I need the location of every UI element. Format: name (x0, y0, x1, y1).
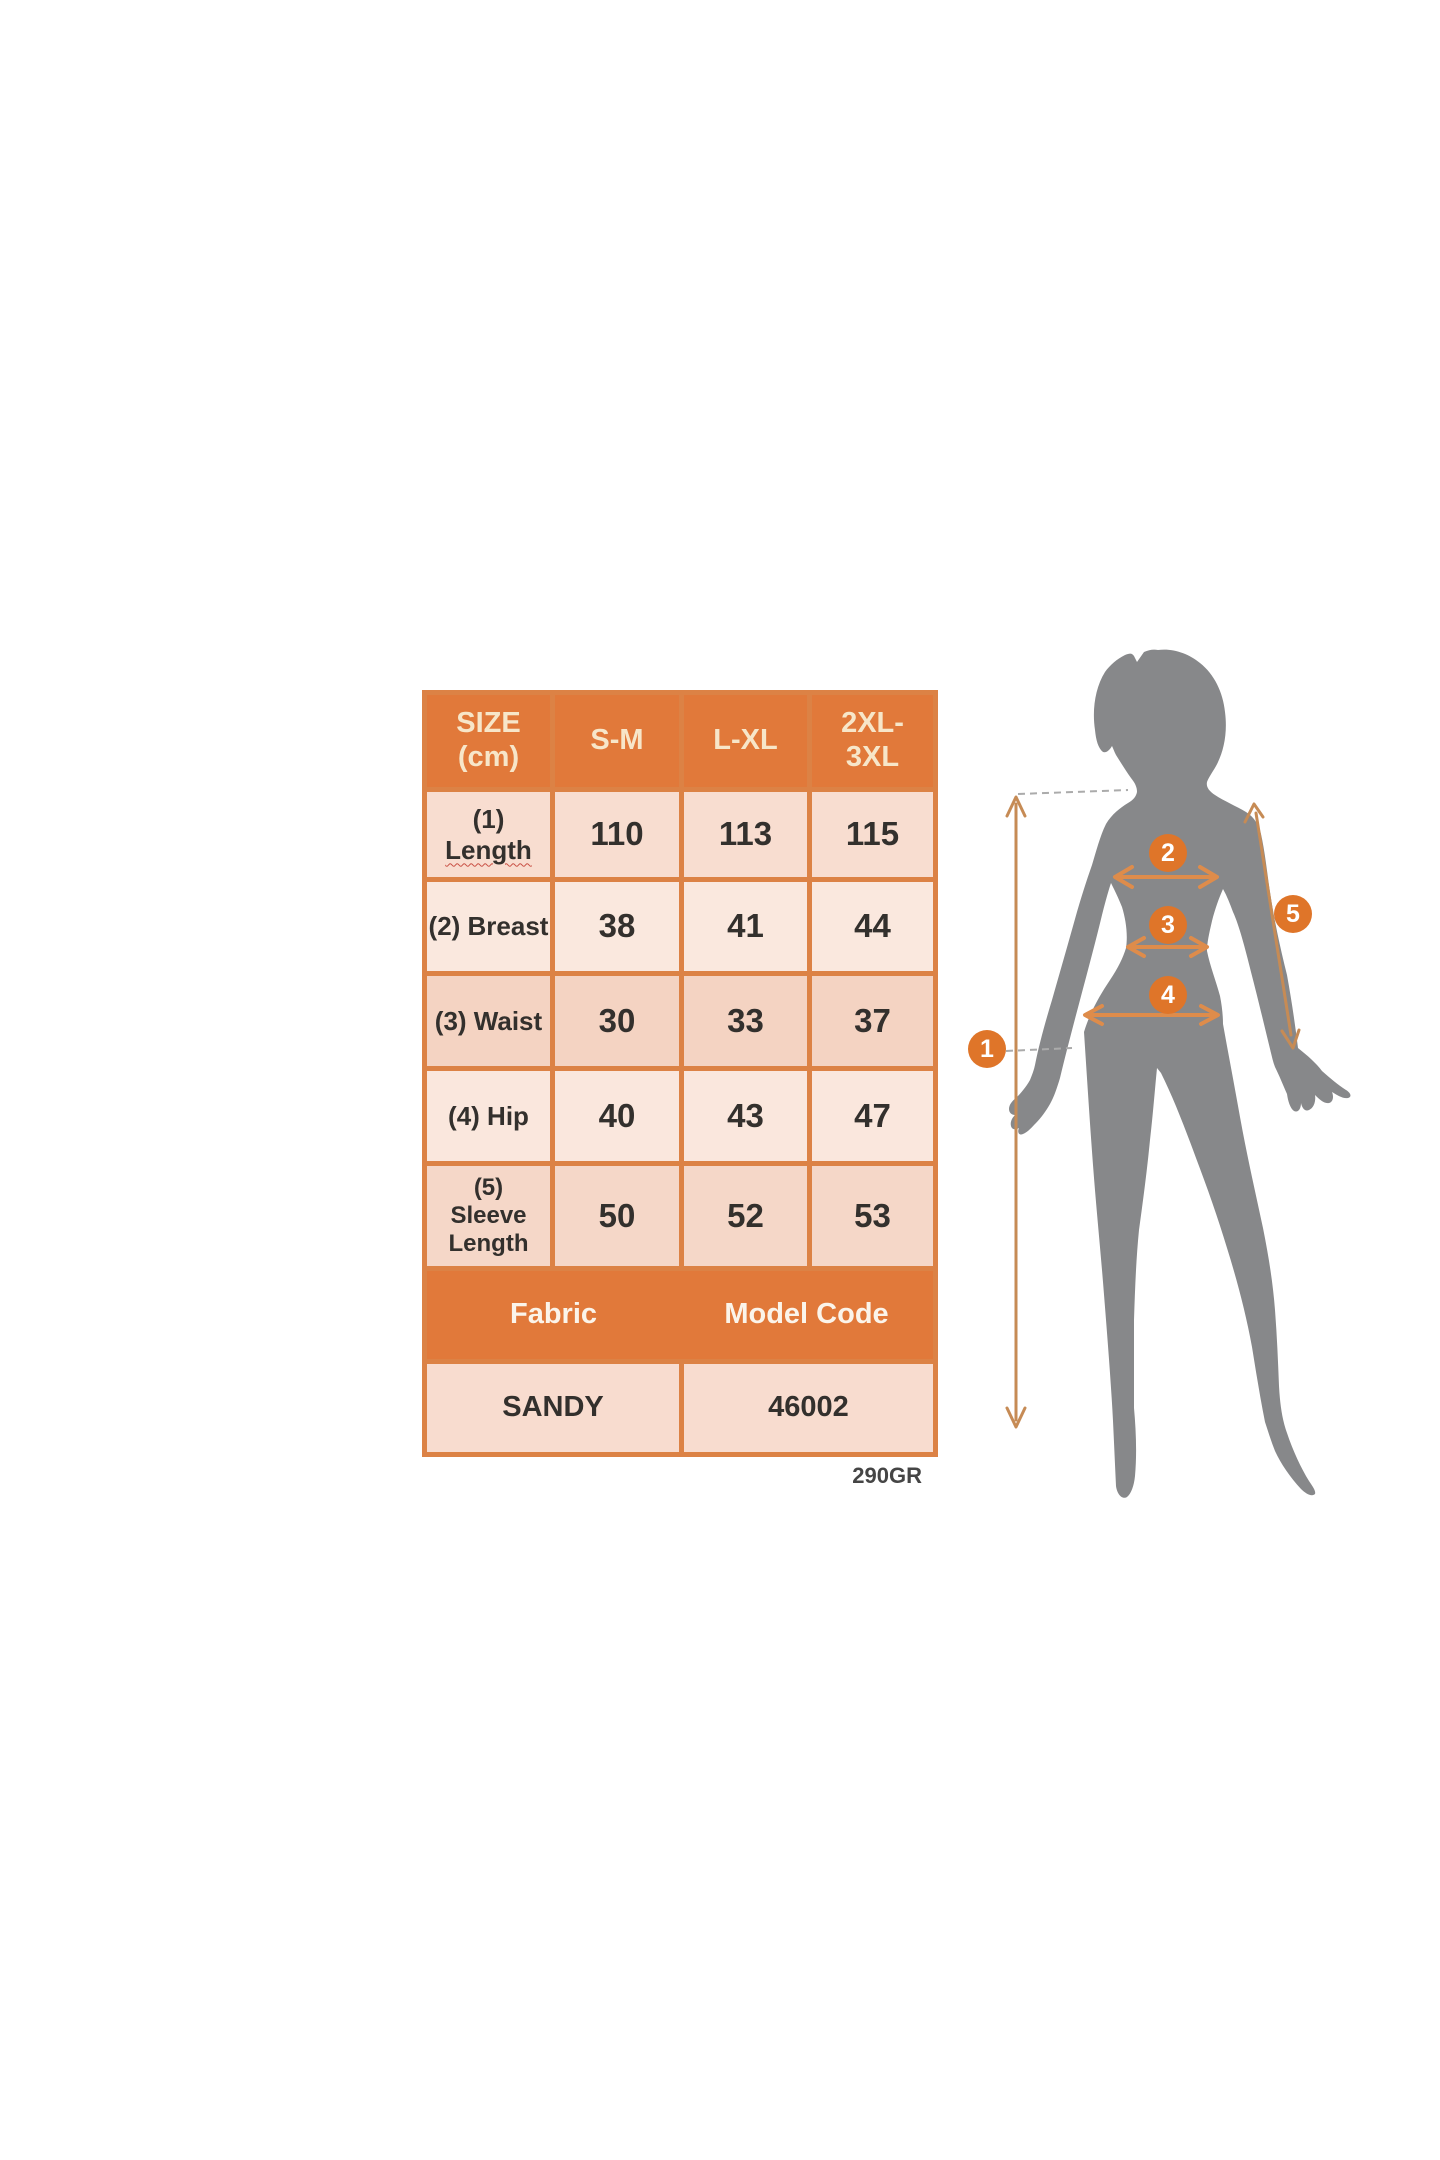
value-sleeve-2xl-3xl: 53 (812, 1166, 933, 1266)
shoulder-dashed-line (1017, 789, 1129, 795)
model-code-header-label: Model Code (724, 1298, 889, 1331)
header-cell-l-xl: L-XL (684, 695, 807, 787)
body-silhouette-icon (1009, 649, 1351, 1498)
waist-arrow (1126, 936, 1209, 958)
fabric-modelcode-header: Fabric Model Code (427, 1271, 933, 1359)
measurement-badge-1: 1 (968, 1030, 1006, 1068)
value-hip-2xl-3xl: 47 (812, 1071, 933, 1161)
header-cell-s-m: S-M (555, 695, 679, 787)
row-label-length-number: (1) (472, 804, 505, 835)
value-waist-s-m: 30 (555, 976, 679, 1066)
value-sleeve-s-m: 50 (555, 1166, 679, 1266)
value-sleeve-l-xl: 52 (684, 1166, 807, 1266)
weight-note: 290GR (852, 1463, 922, 1488)
value-waist-2xl-3xl: 37 (812, 976, 933, 1066)
fabric-value: SANDY (427, 1364, 679, 1452)
figure-canvas (1005, 649, 1351, 1498)
value-breast-s-m: 38 (555, 882, 679, 971)
header-cell-size-cm: SIZE (cm) (427, 695, 550, 787)
value-breast-2xl-3xl: 44 (812, 882, 933, 971)
value-length-2xl-3xl: 115 (812, 792, 933, 877)
model-code-value: 46002 (684, 1364, 933, 1452)
measurement-badge-3: 3 (1149, 906, 1187, 944)
value-length-s-m: 110 (555, 792, 679, 877)
fabric-header-label: Fabric (509, 1298, 598, 1331)
row-label-length: (1) Length (427, 792, 550, 877)
row-label-breast: (2) Breast (427, 882, 550, 971)
value-hip-s-m: 40 (555, 1071, 679, 1161)
row-label-waist: (3) Waist (427, 976, 550, 1066)
value-breast-l-xl: 41 (684, 882, 807, 971)
measurement-badge-5: 5 (1274, 895, 1312, 933)
measurement-badge-4: 4 (1149, 976, 1187, 1014)
row-label-hip: (4) Hip (427, 1071, 550, 1161)
measurement-badge-2: 2 (1149, 834, 1187, 872)
length-arrow (1005, 795, 1027, 1429)
hip-arrow (1083, 1004, 1220, 1026)
row-label-length-word: Length (445, 834, 532, 865)
value-waist-l-xl: 33 (684, 976, 807, 1066)
header-cell-2xl-3xl: 2XL- 3XL (812, 695, 933, 787)
sleeve-arrow (1243, 802, 1301, 1050)
breast-arrow (1113, 865, 1219, 889)
size-chart-table: SIZE (cm) S-M L-XL 2XL- 3XL (1) Length 1… (422, 690, 938, 1457)
row-label-sleeve-length: (5) Sleeve Length (427, 1166, 550, 1266)
measurement-figure (960, 620, 1440, 1520)
value-hip-l-xl: 43 (684, 1071, 807, 1161)
value-length-l-xl: 113 (684, 792, 807, 877)
